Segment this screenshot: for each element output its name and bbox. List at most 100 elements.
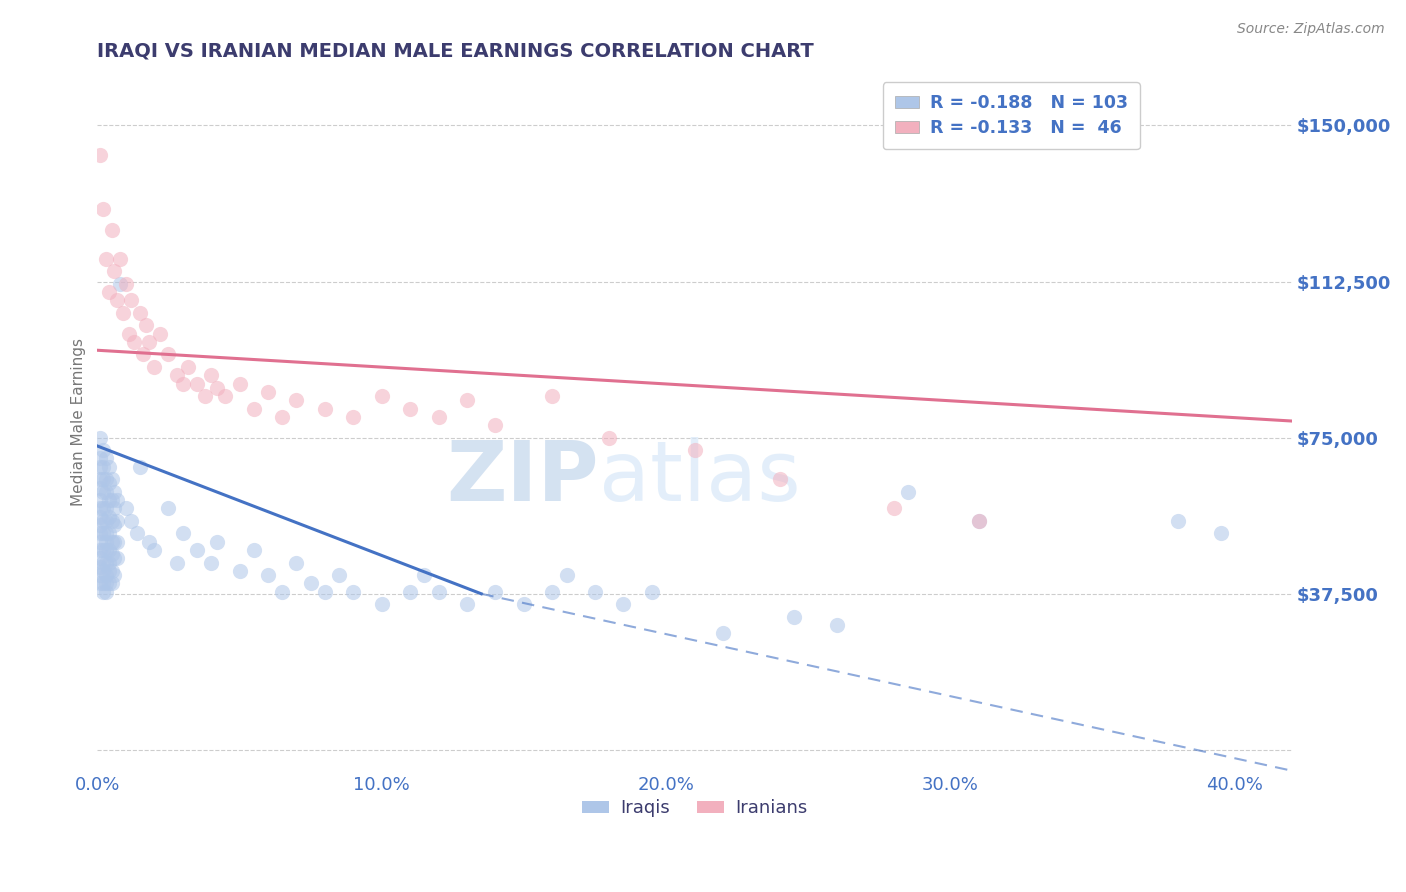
Point bbox=[825, 618, 848, 632]
Point bbox=[94, 526, 117, 541]
Point bbox=[105, 493, 128, 508]
Point bbox=[97, 576, 120, 591]
Point bbox=[108, 277, 131, 291]
Point bbox=[89, 481, 111, 495]
Point bbox=[97, 543, 120, 558]
Point bbox=[186, 376, 208, 391]
Point bbox=[157, 501, 180, 516]
Point bbox=[149, 326, 172, 341]
Point bbox=[94, 451, 117, 466]
Point bbox=[427, 409, 450, 424]
Point bbox=[399, 584, 422, 599]
Point bbox=[105, 551, 128, 566]
Point bbox=[103, 484, 125, 499]
Y-axis label: Median Male Earnings: Median Male Earnings bbox=[72, 338, 86, 506]
Point bbox=[328, 568, 350, 582]
Point bbox=[94, 252, 117, 266]
Point bbox=[91, 514, 114, 528]
Point bbox=[105, 293, 128, 308]
Point bbox=[100, 222, 122, 236]
Point bbox=[172, 526, 194, 541]
Point bbox=[135, 318, 157, 333]
Point bbox=[583, 584, 606, 599]
Point bbox=[967, 514, 990, 528]
Point bbox=[200, 368, 222, 383]
Point bbox=[683, 443, 706, 458]
Point bbox=[91, 556, 114, 570]
Point bbox=[456, 393, 478, 408]
Point bbox=[138, 334, 160, 349]
Point bbox=[769, 472, 792, 486]
Point bbox=[111, 306, 134, 320]
Point bbox=[456, 597, 478, 611]
Point bbox=[97, 476, 120, 491]
Point bbox=[541, 584, 564, 599]
Point bbox=[100, 564, 122, 578]
Point bbox=[89, 509, 111, 524]
Point bbox=[103, 518, 125, 533]
Point bbox=[89, 576, 111, 591]
Point bbox=[97, 493, 120, 508]
Point bbox=[427, 584, 450, 599]
Point bbox=[271, 409, 294, 424]
Point bbox=[103, 264, 125, 278]
Point bbox=[89, 526, 111, 541]
Point bbox=[129, 459, 152, 474]
Point bbox=[94, 472, 117, 486]
Point bbox=[132, 347, 155, 361]
Point bbox=[897, 484, 920, 499]
Point bbox=[100, 576, 122, 591]
Point bbox=[598, 431, 620, 445]
Point bbox=[541, 389, 564, 403]
Point bbox=[100, 534, 122, 549]
Point bbox=[157, 347, 180, 361]
Point bbox=[91, 202, 114, 216]
Point bbox=[138, 534, 160, 549]
Point bbox=[271, 584, 294, 599]
Point bbox=[114, 277, 136, 291]
Point bbox=[172, 376, 194, 391]
Text: Source: ZipAtlas.com: Source: ZipAtlas.com bbox=[1237, 22, 1385, 37]
Point bbox=[100, 472, 122, 486]
Point bbox=[97, 564, 120, 578]
Point bbox=[97, 459, 120, 474]
Point bbox=[91, 472, 114, 486]
Point bbox=[166, 556, 188, 570]
Point bbox=[127, 526, 149, 541]
Point bbox=[91, 443, 114, 458]
Point bbox=[177, 359, 200, 374]
Point bbox=[89, 493, 111, 508]
Point bbox=[91, 564, 114, 578]
Point bbox=[103, 501, 125, 516]
Point bbox=[1167, 514, 1189, 528]
Point bbox=[124, 334, 146, 349]
Point bbox=[228, 376, 250, 391]
Point bbox=[97, 556, 120, 570]
Point bbox=[314, 584, 336, 599]
Point bbox=[117, 326, 139, 341]
Point bbox=[1209, 526, 1232, 541]
Point bbox=[484, 584, 506, 599]
Text: atlas: atlas bbox=[599, 437, 801, 518]
Point bbox=[314, 401, 336, 416]
Point bbox=[103, 568, 125, 582]
Point bbox=[228, 564, 250, 578]
Legend: Iraqis, Iranians: Iraqis, Iranians bbox=[575, 792, 814, 824]
Point bbox=[89, 534, 111, 549]
Point bbox=[129, 306, 152, 320]
Point bbox=[555, 568, 578, 582]
Point bbox=[143, 543, 166, 558]
Point bbox=[200, 556, 222, 570]
Point bbox=[205, 381, 228, 395]
Point bbox=[783, 609, 806, 624]
Point bbox=[612, 597, 634, 611]
Point bbox=[89, 431, 111, 445]
Point bbox=[121, 293, 143, 308]
Point bbox=[114, 501, 136, 516]
Point bbox=[94, 484, 117, 499]
Point bbox=[97, 509, 120, 524]
Point bbox=[89, 459, 111, 474]
Point bbox=[299, 576, 322, 591]
Point bbox=[166, 368, 188, 383]
Point bbox=[484, 418, 506, 433]
